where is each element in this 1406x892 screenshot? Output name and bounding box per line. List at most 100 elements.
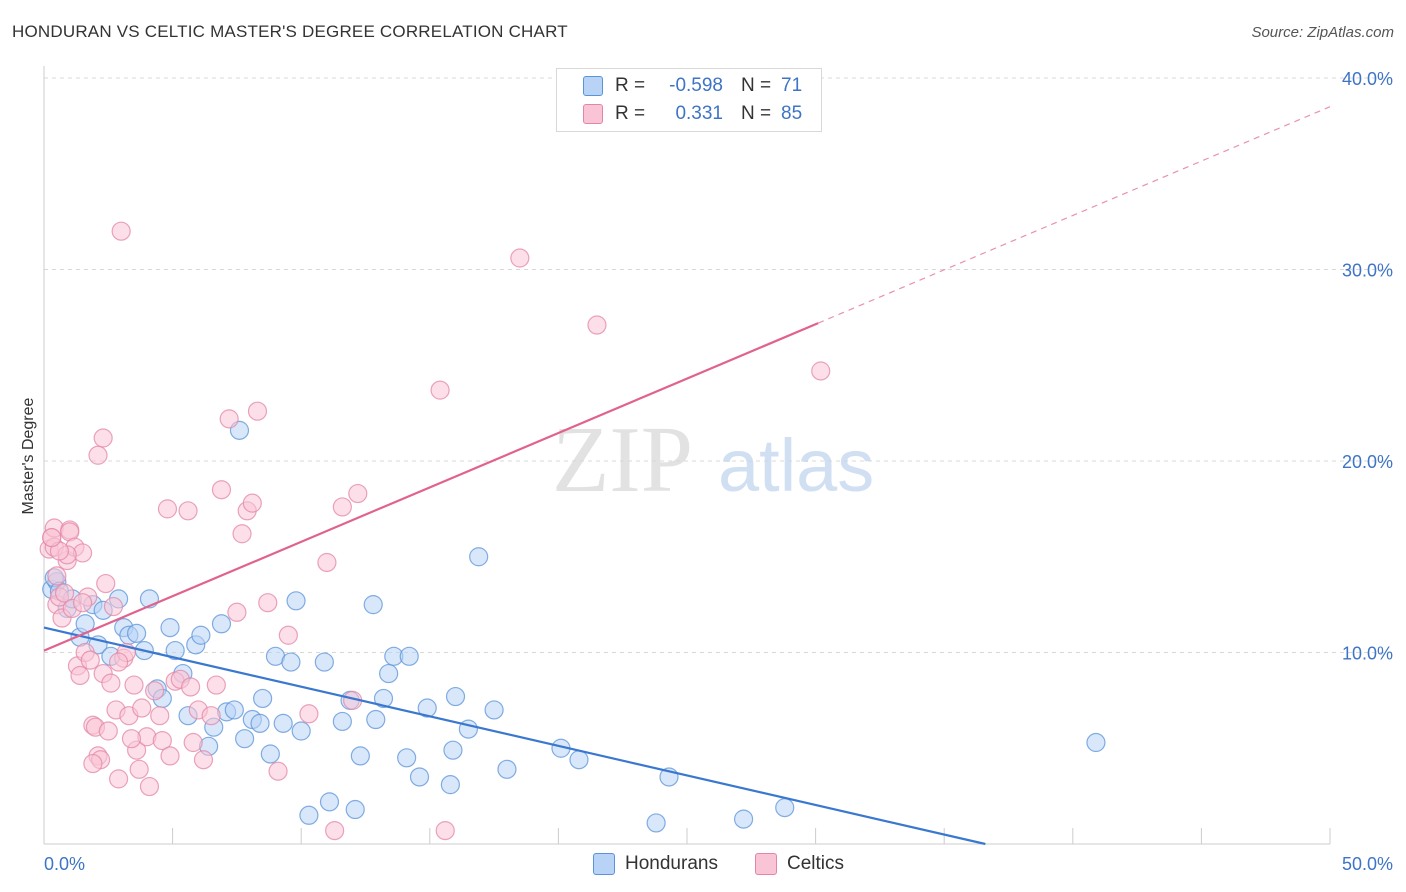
- honduran-point: [165, 640, 185, 661]
- celtic-point: [587, 315, 607, 335]
- r-value: -0.598: [669, 75, 723, 96]
- celtic-point: [103, 596, 124, 617]
- celtic-point: [435, 820, 455, 841]
- celtic-point: [247, 401, 268, 421]
- honduran-point: [273, 713, 293, 733]
- celtic-point: [139, 776, 160, 797]
- n-value: 71: [781, 75, 803, 96]
- honduran-point: [160, 618, 180, 638]
- celtic-point: [181, 677, 201, 697]
- honduran-point: [417, 698, 437, 718]
- honduran-point: [366, 709, 386, 730]
- celtic-point: [268, 761, 288, 781]
- honduran-point: [409, 767, 430, 787]
- honduran-point: [191, 625, 211, 645]
- celtic-point: [348, 483, 368, 504]
- honduran-point: [646, 813, 666, 833]
- celtic-point: [132, 698, 152, 718]
- honduran-point: [332, 711, 352, 732]
- honduran-point: [379, 663, 399, 684]
- honduran-point: [1086, 732, 1106, 753]
- n-label: N =: [741, 103, 772, 124]
- r-value: 0.331: [675, 103, 723, 124]
- stats-row-celtics: R = 0.331 N = 85: [557, 101, 802, 127]
- chart-title: HONDURAN VS CELTIC MASTER'S DEGREE CORRE…: [12, 22, 568, 41]
- celtic-point: [242, 493, 262, 513]
- n-label: N =: [741, 75, 772, 96]
- honduran-point: [569, 750, 589, 770]
- celtic-point: [42, 527, 62, 548]
- celtic-point: [193, 750, 214, 770]
- honduran-point: [126, 623, 147, 643]
- honduran-point: [286, 591, 306, 611]
- celtic-point: [93, 428, 113, 448]
- celtic-point: [206, 675, 226, 695]
- honduran-point: [497, 759, 517, 779]
- y-tick-label: 20.0%: [1342, 452, 1393, 472]
- honduran-point: [299, 805, 319, 825]
- honduran-point: [345, 799, 365, 820]
- celtic-point: [325, 820, 345, 841]
- celtic-point: [278, 625, 298, 645]
- celtic-point: [157, 499, 178, 519]
- celtic-point: [317, 552, 337, 573]
- celtic-point: [183, 732, 203, 753]
- celtic-point: [111, 221, 131, 241]
- legend-item-celtics[interactable]: Celtics: [755, 852, 844, 876]
- honduran-point: [314, 652, 334, 672]
- celtic-point: [47, 566, 67, 586]
- celtic-point: [227, 602, 247, 622]
- celtic-point: [98, 721, 118, 741]
- celtic-point: [108, 652, 129, 672]
- honduran-point: [211, 614, 232, 634]
- honduran-point: [440, 775, 460, 795]
- celtic-point: [124, 675, 144, 695]
- honduran-point: [350, 746, 370, 766]
- honduran-point: [250, 713, 270, 733]
- celtic-point: [88, 445, 108, 465]
- legend-item-hondurans[interactable]: Hondurans: [593, 852, 718, 876]
- celtic-point: [96, 573, 116, 594]
- celtic-point: [144, 681, 165, 701]
- legend-label-celtics: Celtics: [787, 853, 845, 874]
- stats-legend: R = -0.598 N = 71 R = 0.331 N = 85: [556, 68, 822, 132]
- celtics-trend-line: [43, 322, 819, 652]
- watermark-atlas: atlas: [718, 424, 874, 507]
- x-tick-label: 0.0%: [44, 854, 85, 874]
- honduran-point: [373, 688, 394, 709]
- celtic-point: [70, 665, 90, 686]
- celtic-point: [160, 746, 180, 766]
- stats-row-hondurans: R = -0.598 N = 71: [557, 73, 802, 99]
- axis-layer: [43, 66, 1331, 845]
- honduran-point: [319, 792, 340, 812]
- watermark-zip: ZIP: [552, 408, 693, 512]
- r-label: R =: [615, 103, 646, 124]
- y-tick-label: 30.0%: [1342, 261, 1393, 281]
- celtic-point: [83, 753, 103, 774]
- honduran-point: [397, 748, 417, 768]
- r-label: R =: [615, 75, 646, 96]
- trend-layer: [43, 106, 1331, 846]
- n-value: 85: [781, 103, 803, 124]
- honduran-point: [443, 740, 463, 760]
- y-tick-label: 40.0%: [1342, 69, 1393, 89]
- celtics-swatch: [583, 104, 603, 124]
- honduran-point: [775, 798, 795, 818]
- honduran-point: [469, 547, 489, 567]
- celtic-point: [299, 704, 319, 724]
- honduran-point: [260, 744, 280, 764]
- x-tick-label: 50.0%: [1342, 854, 1393, 874]
- honduran-point: [224, 700, 244, 720]
- points-layer: [39, 221, 1106, 841]
- legend-label-hondurans: Hondurans: [625, 853, 718, 874]
- honduran-point: [733, 809, 754, 829]
- honduran-point: [363, 595, 383, 615]
- celtic-point: [80, 650, 100, 670]
- celtic-point: [211, 480, 232, 500]
- celtic-point: [150, 706, 170, 726]
- honduran-point: [253, 688, 273, 709]
- celtic-point: [510, 248, 530, 268]
- celtic-point: [152, 730, 172, 751]
- celtic-point: [430, 380, 450, 400]
